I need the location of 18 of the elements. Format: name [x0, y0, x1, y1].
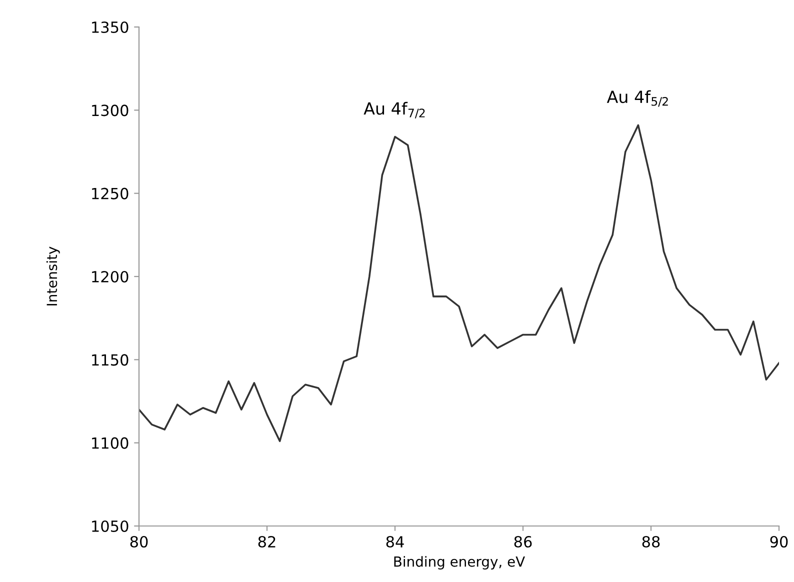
y-tick-label: 1350 [92, 21, 128, 34]
x-tick-label: 80 [130, 536, 148, 548]
y-tick-label: 1300 [92, 104, 128, 116]
x-tick-label: 82 [258, 536, 276, 548]
y-tick-label: 1200 [92, 270, 128, 283]
annotation: Au 4f$_{7/2}$ [364, 102, 425, 118]
y-tick-label: 1100 [92, 437, 128, 449]
x-tick-label: 88 [642, 536, 660, 548]
line-series [139, 124, 779, 442]
x-tick-label: 86 [514, 536, 532, 548]
annotation: Au 4f$_{5/2}$ [606, 90, 668, 107]
y-tick-label: 1150 [92, 354, 128, 366]
x-tick-label: 84 [386, 536, 404, 548]
y-tick-label: 1050 [92, 520, 128, 532]
x-tick-label: 90 [770, 536, 788, 548]
x-axis-title: Binding energy, eV [394, 556, 525, 570]
y-axis-title: Intensity [46, 246, 60, 306]
y-tick-label: 1250 [92, 188, 128, 200]
